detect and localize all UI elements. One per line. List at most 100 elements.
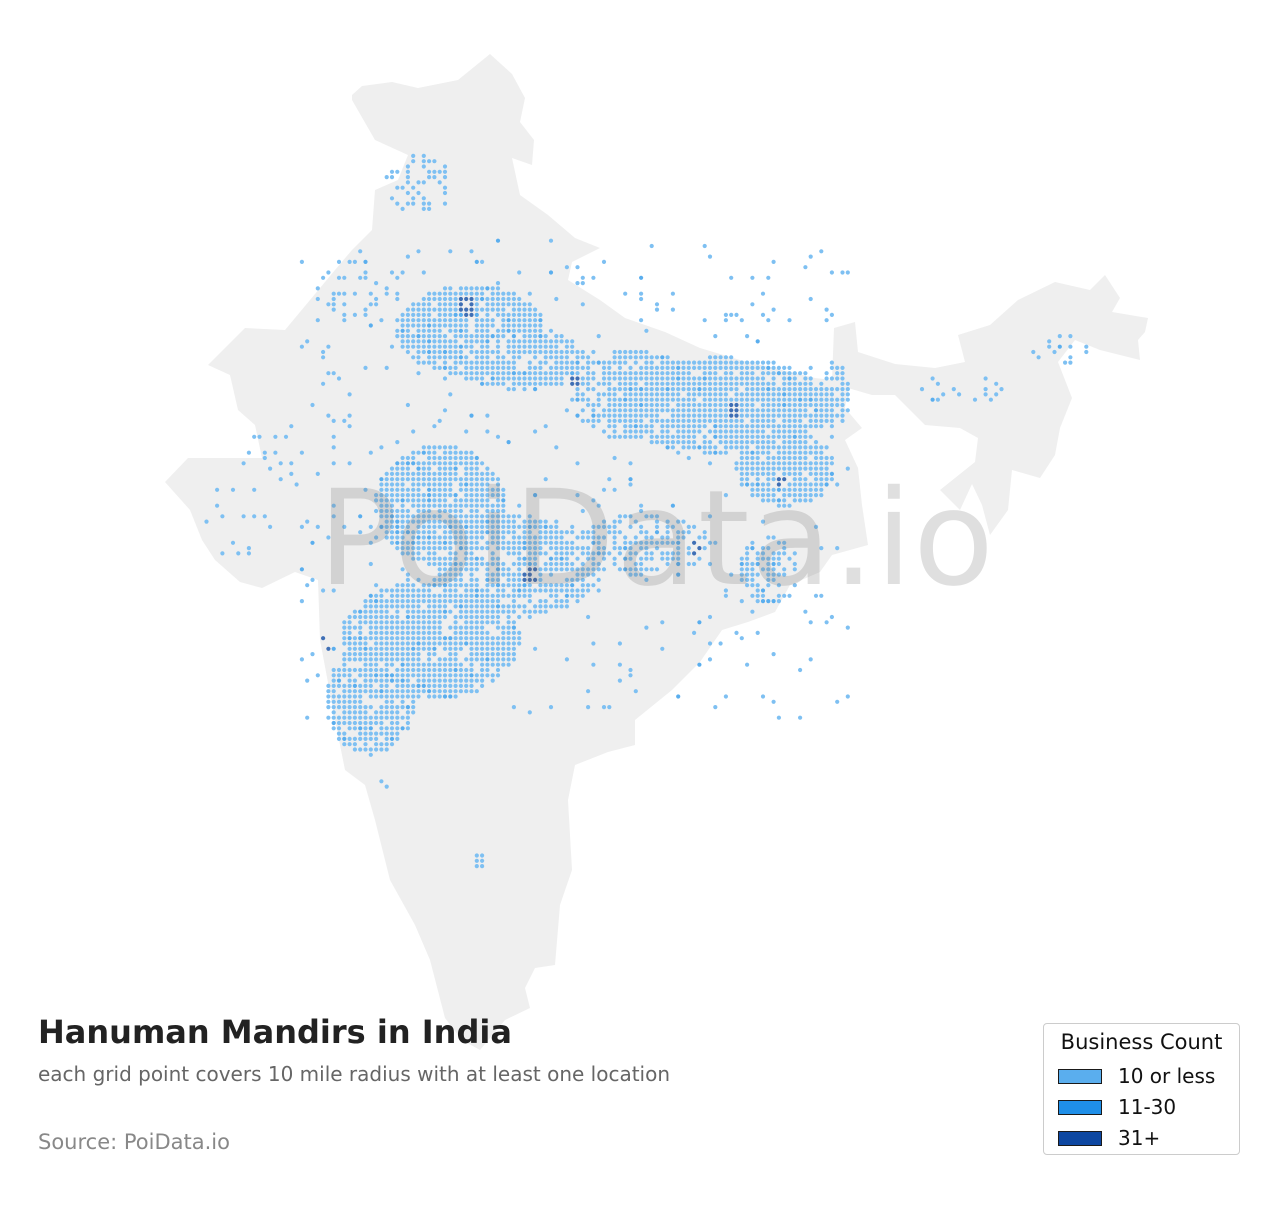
- grid-point: [458, 344, 463, 349]
- grid-point: [442, 360, 448, 365]
- grid-point: [686, 551, 691, 556]
- grid-point: [262, 450, 267, 455]
- grid-point: [358, 652, 363, 657]
- grid-point: [437, 678, 442, 683]
- grid-point: [612, 387, 617, 392]
- grid-point: [416, 673, 421, 678]
- grid-point: [697, 429, 702, 434]
- grid-point: [633, 567, 638, 572]
- grid-point: [352, 683, 357, 689]
- grid-point: [480, 858, 485, 863]
- grid-point: [490, 551, 495, 556]
- grid-point: [559, 551, 564, 556]
- grid-point: [776, 599, 782, 604]
- grid-point: [771, 487, 776, 492]
- grid-point: [623, 402, 628, 408]
- grid-point: [480, 461, 485, 466]
- grid-point: [469, 556, 474, 561]
- grid-point: [421, 620, 426, 625]
- grid-point: [813, 471, 819, 476]
- grid-point: [628, 567, 633, 572]
- grid-point: [808, 413, 813, 418]
- grid-point: [469, 291, 474, 296]
- grid-point: [792, 461, 797, 466]
- grid-point: [469, 620, 474, 625]
- grid-point: [554, 599, 559, 604]
- grid-point: [718, 408, 723, 413]
- grid-point: [368, 673, 373, 678]
- grid-point: [421, 673, 426, 678]
- grid-point: [427, 524, 432, 530]
- grid-point: [782, 540, 787, 545]
- grid-point: [660, 392, 665, 397]
- grid-point: [389, 604, 395, 609]
- grid-point: [458, 599, 463, 604]
- grid-point: [331, 689, 336, 694]
- grid-point: [798, 482, 803, 487]
- grid-point: [570, 540, 575, 545]
- grid-point: [363, 747, 368, 752]
- grid-point: [485, 667, 490, 673]
- grid-point: [299, 567, 304, 572]
- grid-point: [374, 652, 379, 657]
- grid-point: [400, 471, 405, 476]
- grid-point: [379, 689, 384, 694]
- grid-point: [458, 572, 463, 577]
- grid-point: [379, 715, 384, 720]
- grid-point: [750, 577, 755, 583]
- grid-point: [639, 275, 644, 280]
- grid-point: [639, 392, 644, 397]
- grid-point: [379, 620, 384, 625]
- grid-point: [548, 270, 554, 275]
- grid-point: [527, 349, 532, 355]
- grid-point: [453, 689, 458, 694]
- grid-point: [734, 387, 739, 392]
- grid-point: [517, 349, 522, 355]
- grid-point: [442, 307, 448, 312]
- grid-point: [464, 588, 469, 593]
- grid-point: [596, 360, 601, 365]
- grid-point: [835, 546, 840, 551]
- grid-point: [437, 577, 442, 583]
- grid-point: [384, 519, 389, 524]
- grid-point: [379, 747, 384, 752]
- grid-point: [395, 461, 400, 466]
- grid-point: [755, 482, 760, 487]
- grid-point: [395, 726, 400, 731]
- grid-point: [432, 503, 437, 508]
- grid-point: [559, 334, 564, 339]
- grid-point: [427, 546, 432, 551]
- grid-point: [464, 567, 469, 572]
- grid-point: [395, 498, 400, 503]
- grid-point: [739, 466, 744, 471]
- grid-point: [739, 397, 744, 402]
- grid-point: [427, 291, 432, 296]
- grid-point: [824, 387, 829, 392]
- grid-point: [421, 540, 426, 545]
- grid-point: [813, 397, 819, 402]
- grid-point: [469, 567, 474, 572]
- grid-point: [750, 408, 755, 413]
- grid-point: [718, 392, 723, 397]
- grid-point: [819, 424, 824, 429]
- grid-point: [474, 302, 479, 307]
- grid-point: [586, 551, 591, 556]
- grid-point: [405, 625, 410, 630]
- grid-point: [405, 402, 410, 408]
- grid-point: [798, 429, 803, 434]
- grid-point: [586, 402, 591, 408]
- grid-point: [432, 524, 437, 530]
- grid-point: [554, 344, 559, 349]
- grid-point: [458, 302, 463, 307]
- grid-point: [358, 646, 363, 651]
- grid-point: [798, 477, 803, 482]
- grid-point: [702, 243, 707, 249]
- grid-point: [845, 694, 850, 699]
- grid-point: [442, 535, 448, 540]
- grid-point: [543, 567, 548, 572]
- grid-point: [591, 418, 596, 423]
- grid-point: [660, 387, 665, 392]
- grid-point: [782, 365, 787, 370]
- grid-point: [813, 477, 819, 482]
- grid-point: [358, 699, 363, 704]
